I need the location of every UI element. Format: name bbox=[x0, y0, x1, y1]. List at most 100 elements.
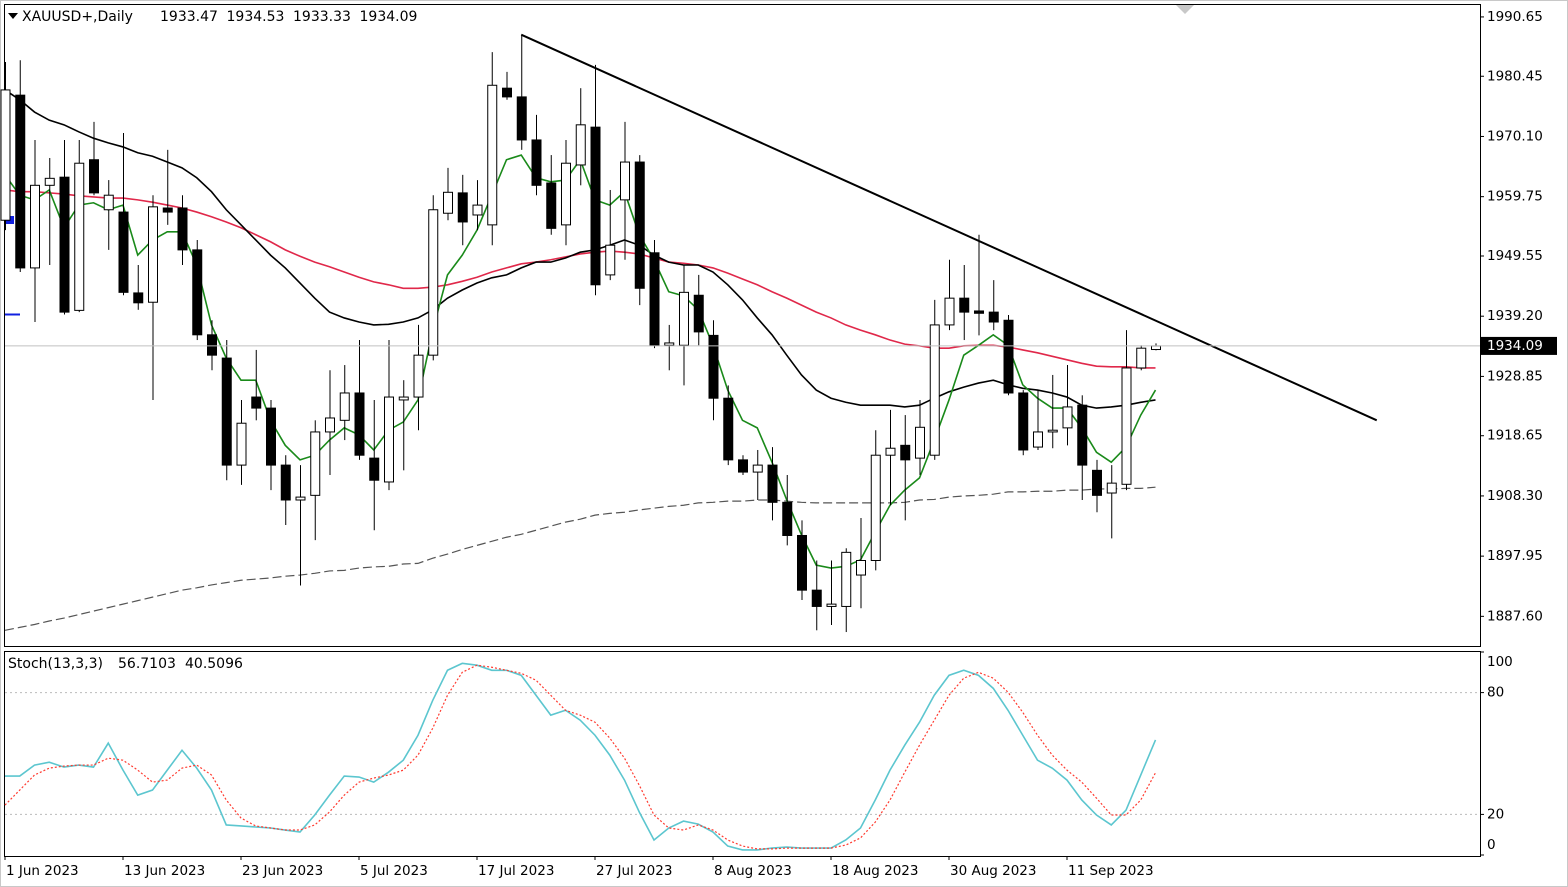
candle-body bbox=[310, 431, 321, 496]
candle-body bbox=[738, 459, 748, 473]
x-tick-label: 18 Aug 2023 bbox=[832, 863, 918, 879]
candle-body bbox=[354, 392, 365, 456]
candle-body bbox=[1121, 367, 1132, 485]
candle-body bbox=[900, 444, 911, 461]
candle-body bbox=[280, 464, 291, 501]
candle-body bbox=[531, 139, 542, 186]
candle-body bbox=[236, 422, 247, 466]
candle-body bbox=[1106, 482, 1117, 494]
candle-body bbox=[575, 124, 586, 166]
candle-body bbox=[30, 184, 40, 269]
candle-body bbox=[487, 84, 498, 226]
candle-body bbox=[59, 176, 70, 313]
y-tick-label: 1897.95 bbox=[1487, 548, 1543, 564]
y-tick-label: 0 bbox=[1487, 837, 1496, 853]
candle-body bbox=[546, 182, 557, 229]
candle-body bbox=[133, 292, 144, 304]
candle-body bbox=[1033, 431, 1043, 448]
candle-body bbox=[797, 534, 807, 591]
candle-body bbox=[369, 457, 380, 481]
candle-body bbox=[428, 209, 439, 356]
candle-body bbox=[915, 426, 925, 459]
x-tick-label: 17 Jul 2023 bbox=[478, 863, 554, 879]
x-tick-label: 13 Jun 2023 bbox=[124, 863, 205, 879]
candle-body bbox=[1003, 319, 1014, 394]
candle-body bbox=[620, 161, 630, 201]
y-tick-label: 1959.75 bbox=[1487, 189, 1543, 205]
y-tick-label: 1990.65 bbox=[1487, 9, 1543, 25]
indicator-title: Stoch(13,3,3) bbox=[8, 656, 103, 672]
y-tick-label: 1918.65 bbox=[1487, 428, 1543, 444]
header-high: 1934.53 bbox=[227, 9, 285, 25]
trendline bbox=[520, 33, 1378, 422]
candle-body bbox=[221, 357, 232, 466]
candle-body bbox=[192, 249, 203, 336]
headers: XAUUSD+,Daily 1933.47 1934.53 1933.33 1934.0… bbox=[8, 9, 417, 672]
menu-arrow[interactable] bbox=[8, 13, 18, 19]
indicator-line bbox=[4, 486, 1156, 631]
candle-body bbox=[413, 354, 424, 398]
price-panel bbox=[0, 33, 1480, 633]
candle-body bbox=[811, 589, 822, 607]
stoch-panel bbox=[4, 662, 1480, 851]
candle-body bbox=[339, 392, 350, 421]
candle-body bbox=[1047, 429, 1058, 433]
candle-body bbox=[148, 206, 158, 303]
candle-body bbox=[1136, 347, 1147, 369]
candle-body bbox=[74, 162, 85, 311]
x-tick-label: 27 Jul 2023 bbox=[596, 863, 672, 879]
candle-body bbox=[723, 397, 734, 461]
y-tick-label: 1928.85 bbox=[1487, 368, 1543, 384]
x-tick-label: 5 Jul 2023 bbox=[360, 863, 428, 879]
candle-body bbox=[988, 311, 999, 323]
indicator-line bbox=[4, 664, 1157, 850]
y-tick-label: 1887.60 bbox=[1487, 608, 1543, 624]
candle-body bbox=[605, 244, 616, 276]
candle-body bbox=[885, 447, 896, 456]
candle-body bbox=[634, 161, 645, 289]
shift-marker[interactable] bbox=[1176, 5, 1194, 14]
candle-body bbox=[693, 294, 704, 333]
candle-body bbox=[664, 342, 675, 346]
candle-body bbox=[207, 334, 217, 356]
y-tick-label: 20 bbox=[1487, 806, 1504, 822]
candle-body bbox=[1092, 469, 1102, 496]
x-tick-label: 1 Jun 2023 bbox=[6, 863, 79, 879]
y-tick-label: 80 bbox=[1487, 685, 1504, 701]
main-panel-frame bbox=[4, 4, 1481, 647]
indicator-value: 56.7103 bbox=[118, 656, 176, 672]
x-tick-label: 11 Sep 2023 bbox=[1068, 863, 1154, 879]
candle-body bbox=[959, 297, 970, 313]
candle-body bbox=[870, 454, 881, 561]
candle-body bbox=[516, 96, 527, 141]
axes: 1990.65 1980.45 1970.10 1959.75 1949.55 1939.… bbox=[4, 9, 1557, 879]
candle-body bbox=[944, 297, 955, 326]
candle-body bbox=[384, 396, 394, 483]
x-tick-label: 8 Aug 2023 bbox=[714, 863, 792, 879]
x-tick-label: 23 Jun 2023 bbox=[242, 863, 323, 879]
header-low: 1933.33 bbox=[293, 9, 351, 25]
candle-body bbox=[251, 396, 262, 409]
candle-body bbox=[472, 204, 483, 216]
candle-body bbox=[44, 177, 55, 186]
candle-body bbox=[0, 89, 11, 221]
indicator-line bbox=[5, 662, 1157, 851]
symbol-title: XAUUSD+,Daily bbox=[22, 9, 133, 25]
candle-body bbox=[974, 310, 984, 314]
indicator-line bbox=[4, 89, 1156, 409]
candle-body bbox=[1018, 392, 1029, 451]
candle-body bbox=[649, 252, 660, 346]
candle-body bbox=[89, 159, 99, 194]
candle-body bbox=[782, 501, 793, 536]
y-tick-label: 1908.30 bbox=[1487, 488, 1543, 504]
y-tick-label: 100 bbox=[1487, 654, 1513, 670]
candle-body bbox=[679, 291, 689, 346]
candle-body bbox=[15, 94, 26, 269]
candle-body bbox=[295, 496, 306, 501]
price-label: 1934.09 bbox=[1487, 338, 1543, 354]
candle-body bbox=[1062, 406, 1073, 429]
header-close: 1934.09 bbox=[360, 9, 418, 25]
